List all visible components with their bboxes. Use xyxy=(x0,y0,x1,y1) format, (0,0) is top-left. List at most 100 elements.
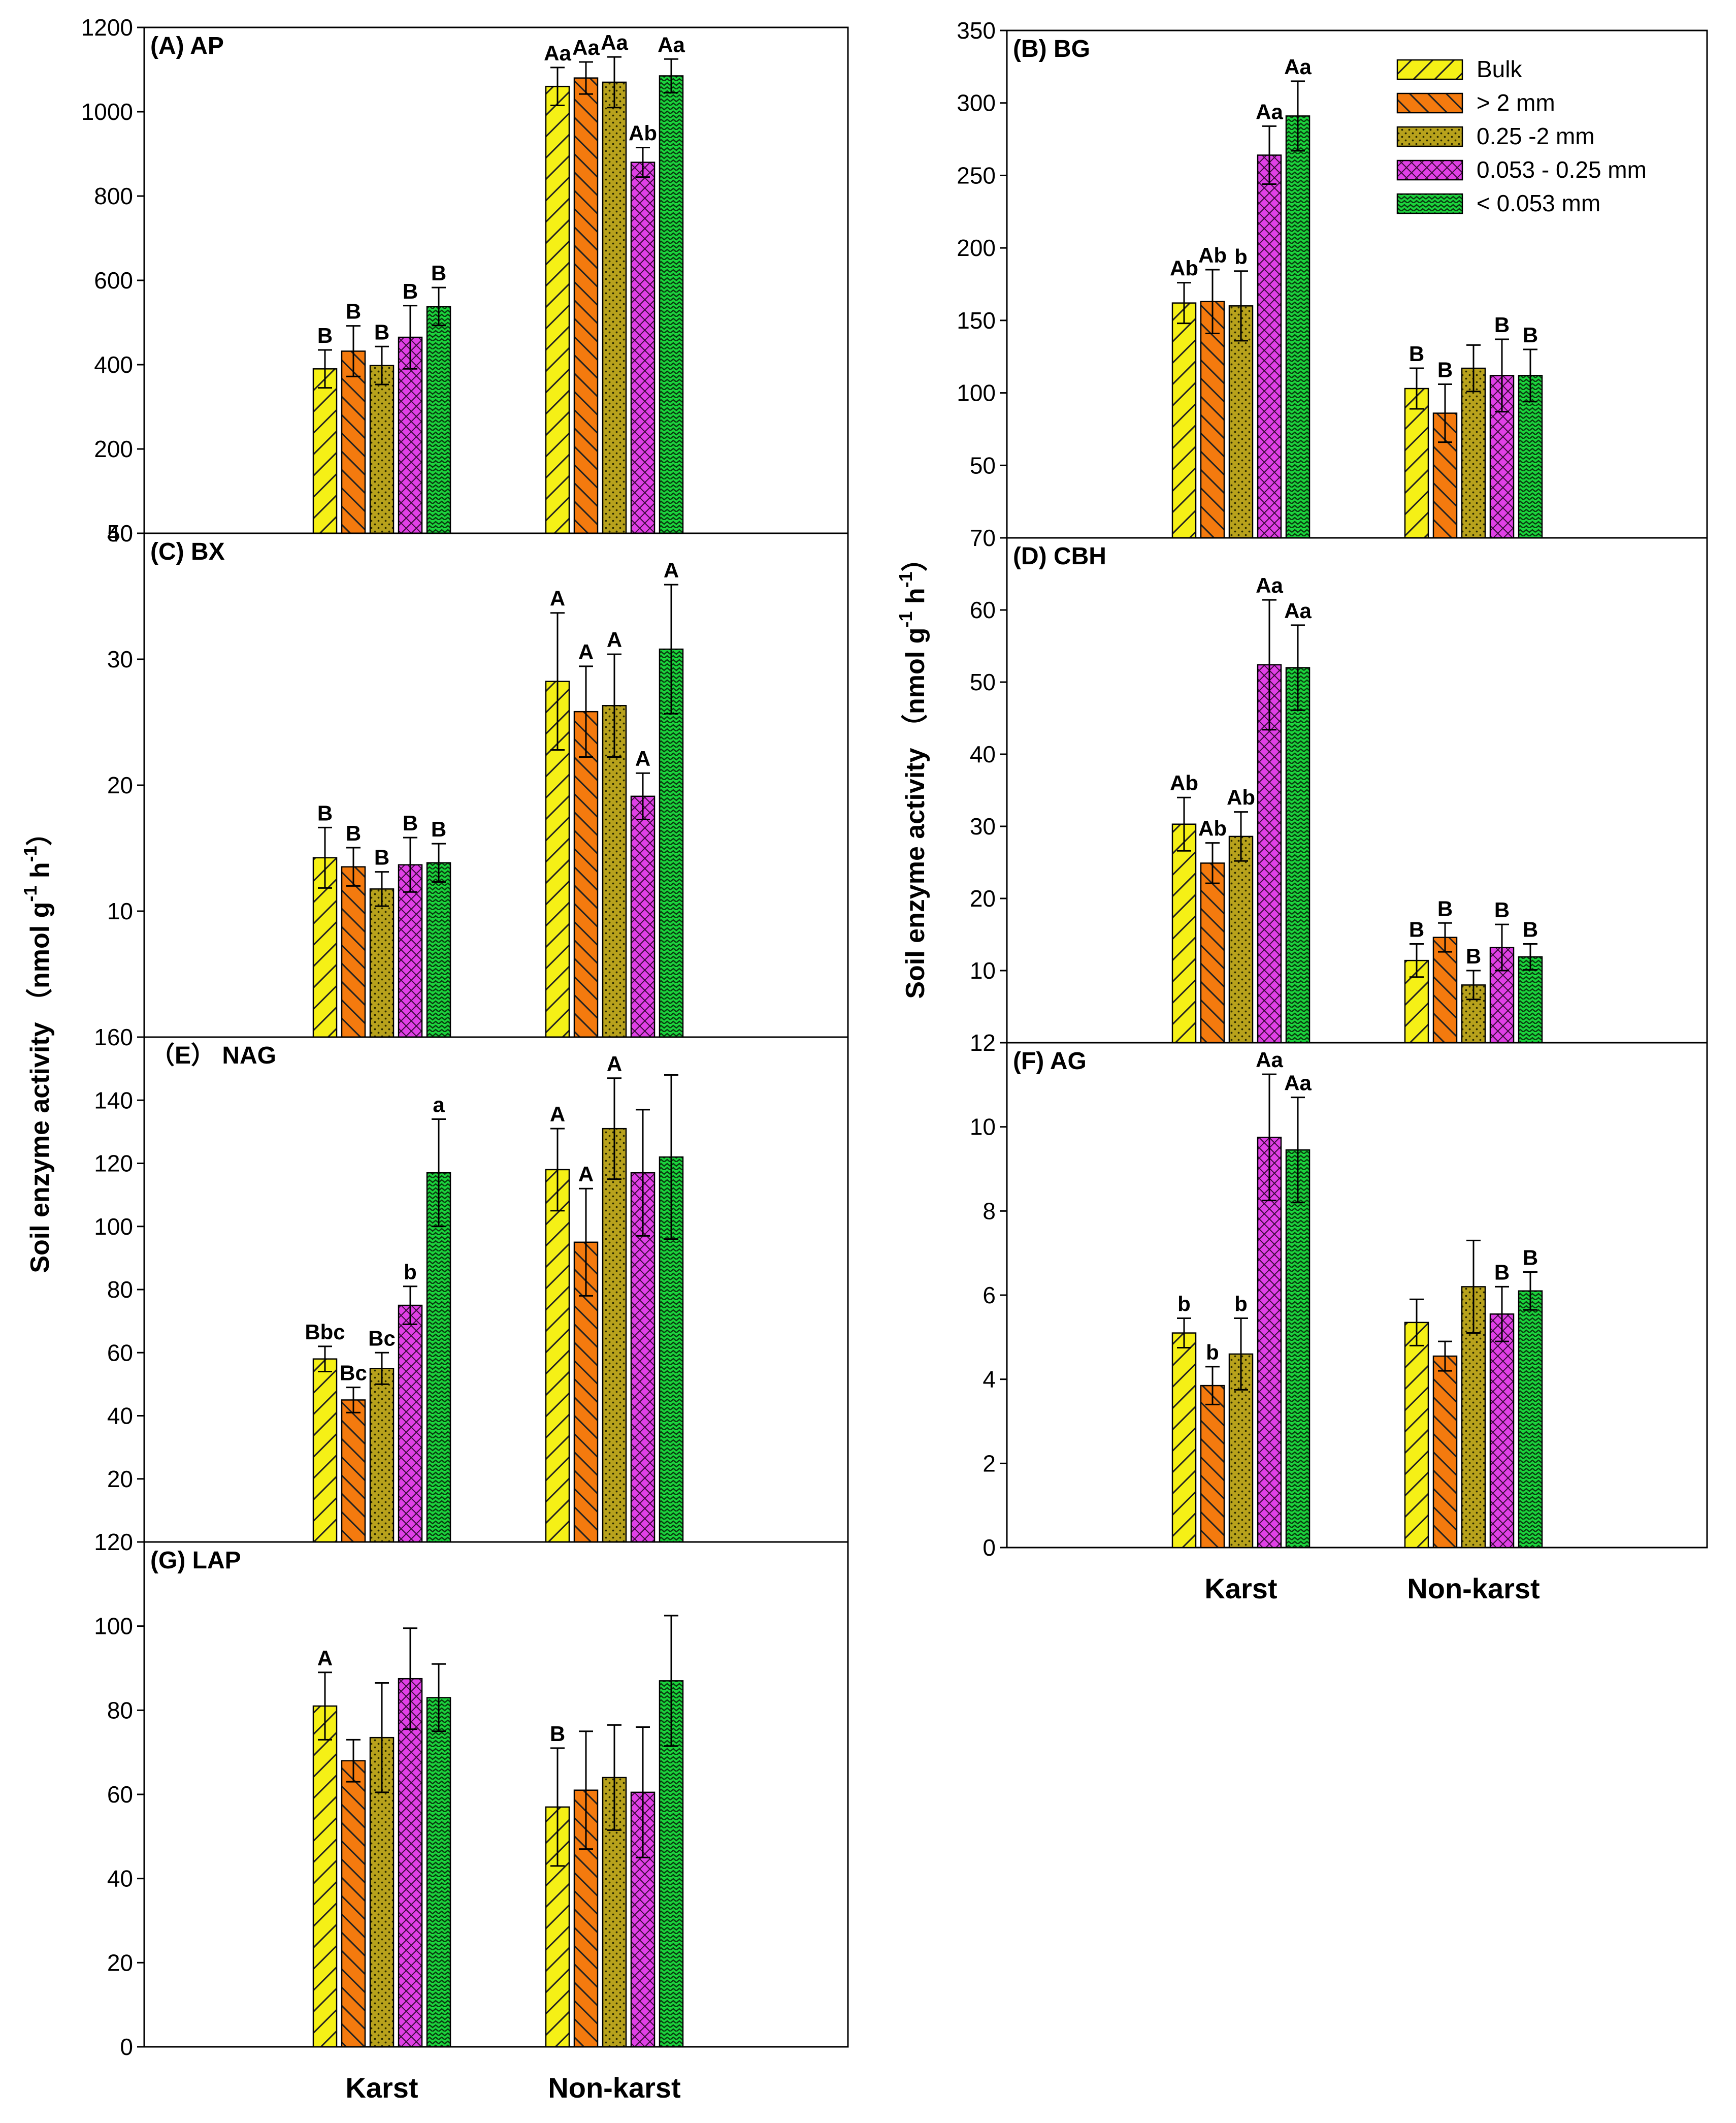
x-category-label: Karst xyxy=(1204,1572,1277,1604)
y-tick-label: 50 xyxy=(107,520,133,546)
error-bar xyxy=(579,61,593,95)
panel-title: (G) LAP xyxy=(150,1547,241,1574)
y-tick-label: 1200 xyxy=(81,14,133,41)
y-tick-label: 100 xyxy=(94,1213,133,1240)
y-tick-label: 120 xyxy=(94,1150,133,1177)
significance-label: A xyxy=(635,747,650,770)
panel-G: 0 20 40 60 80 100 120 (G) LAP A B xyxy=(94,1529,849,2060)
y-tick-label: 200 xyxy=(94,436,133,462)
error-bar xyxy=(375,345,389,385)
bar-C-non-karst-1 xyxy=(573,711,599,1038)
significance-label: B xyxy=(1494,1260,1510,1284)
significance-label: b xyxy=(404,1260,417,1284)
panel-frame xyxy=(143,1036,849,1543)
y-tick-label: 40 xyxy=(107,1865,133,1892)
y-tick-label: 200 xyxy=(957,235,996,261)
error-bar xyxy=(550,1747,565,1867)
significance-label: Ab xyxy=(629,121,657,145)
error-bar xyxy=(579,665,593,758)
error-bar xyxy=(636,772,650,820)
significance-label: B xyxy=(1523,323,1538,347)
y-tick-label: 8 xyxy=(982,1198,996,1224)
significance-label: b xyxy=(1177,1292,1191,1316)
y-tick-label: 250 xyxy=(957,162,996,188)
bar-B-karst-3 xyxy=(1257,154,1282,539)
bar-C-karst-1 xyxy=(341,866,366,1038)
legend-swatch xyxy=(1396,92,1463,114)
significance-label: B xyxy=(1523,1245,1538,1269)
panel-frame xyxy=(1006,1042,1708,1549)
y-tick-label: 2 xyxy=(982,1450,996,1476)
y-axis-label-left: Soil enzyme activity （nmol g-1 h-1） xyxy=(20,819,55,1273)
bar-F-karst-4 xyxy=(1285,1149,1311,1549)
bar-F-non-karst-1 xyxy=(1432,1355,1458,1549)
error-bar xyxy=(607,56,621,109)
y-tick-label: 40 xyxy=(107,520,133,546)
panel-title: (F) AG xyxy=(1013,1048,1087,1075)
bar-B-non-karst-2 xyxy=(1461,367,1486,539)
error-bar xyxy=(403,1285,417,1325)
bar-A-non-karst-0 xyxy=(545,85,570,534)
significance-label: A xyxy=(578,640,594,664)
y-tick-label: 100 xyxy=(957,380,996,406)
significance-label: Ab xyxy=(1170,256,1198,280)
error-bar xyxy=(1410,1298,1424,1346)
error-bar xyxy=(1523,348,1537,403)
panel-D: 10 20 30 40 50 60 70 (D) CBH Ab B Ab B Ab B Aa B Aa B xyxy=(970,525,1708,1044)
panel-title: (A) AP xyxy=(150,33,224,59)
bar-B-karst-4 xyxy=(1285,115,1311,539)
significance-label: Aa xyxy=(658,33,685,56)
bar-E-karst-1 xyxy=(341,1399,366,1543)
error-bar xyxy=(1234,270,1248,342)
error-bar xyxy=(346,1739,361,1783)
significance-label: Ab xyxy=(1227,786,1255,810)
significance-label: b xyxy=(1234,1292,1248,1316)
y-tick-label: 70 xyxy=(970,525,996,551)
error-bar xyxy=(375,1352,389,1385)
significance-label: B xyxy=(374,846,389,870)
y-tick-label: 300 xyxy=(957,90,996,116)
y-tick-label: 0 xyxy=(982,1534,996,1561)
error-bar xyxy=(1262,125,1276,185)
bar-E-karst-0 xyxy=(312,1358,338,1543)
y-tick-label: 20 xyxy=(107,772,133,798)
significance-label: A xyxy=(607,1052,622,1076)
error-bar xyxy=(579,1730,593,1850)
error-bar xyxy=(1523,943,1537,971)
error-bar xyxy=(375,1682,389,1793)
panel-A: 50 200 400 600 800 1000 1200 (A) AP B Aa B Aa B Aa B Ab… xyxy=(81,14,849,546)
significance-label: Bc xyxy=(368,1326,396,1350)
bar-A-non-karst-3 xyxy=(630,162,656,534)
error-bar xyxy=(1205,1366,1220,1405)
bar-E-karst-2 xyxy=(369,1368,395,1543)
significance-label: B xyxy=(346,821,361,845)
bar-E-non-karst-0 xyxy=(545,1169,570,1543)
y-axis-label-right: Soil enzyme activity （nmol g-1 h-1） xyxy=(895,545,930,999)
error-bar xyxy=(1438,1340,1452,1372)
legend: Bulk > 2 mm 0.25 -2 mm 0.053 - 0.25 mm < 0.0… xyxy=(1396,56,1647,216)
bar-D-karst-0 xyxy=(1171,823,1197,1044)
y-tick-label: 400 xyxy=(94,351,133,378)
legend-label: > 2 mm xyxy=(1477,89,1555,116)
panel-frame xyxy=(1006,29,1708,539)
error-bar xyxy=(1438,922,1452,953)
error-bar xyxy=(664,1074,678,1240)
error-bar xyxy=(318,1671,332,1741)
y-tick-label: 20 xyxy=(107,1466,133,1492)
significance-label: B xyxy=(1494,898,1510,922)
x-category-label: Non-karst xyxy=(1407,1572,1540,1604)
y-tick-label: 50 xyxy=(970,669,996,695)
bar-A-non-karst-4 xyxy=(659,75,684,534)
significance-label: B xyxy=(1494,313,1510,337)
significance-label: Aa xyxy=(1284,1071,1312,1095)
error-bar xyxy=(664,1615,678,1747)
bar-C-karst-4 xyxy=(426,862,451,1038)
bar-E-non-karst-2 xyxy=(602,1128,627,1543)
bar-G-karst-1 xyxy=(341,1760,366,2048)
error-bar xyxy=(1177,282,1191,325)
legend-label: 0.053 - 0.25 mm xyxy=(1477,156,1647,183)
legend-label: < 0.053 mm xyxy=(1477,190,1600,216)
panel-E: 20 40 60 80 100 120 140 160 （E） NAG Bbc A Bc A Bc Ab a xyxy=(94,1024,849,1543)
